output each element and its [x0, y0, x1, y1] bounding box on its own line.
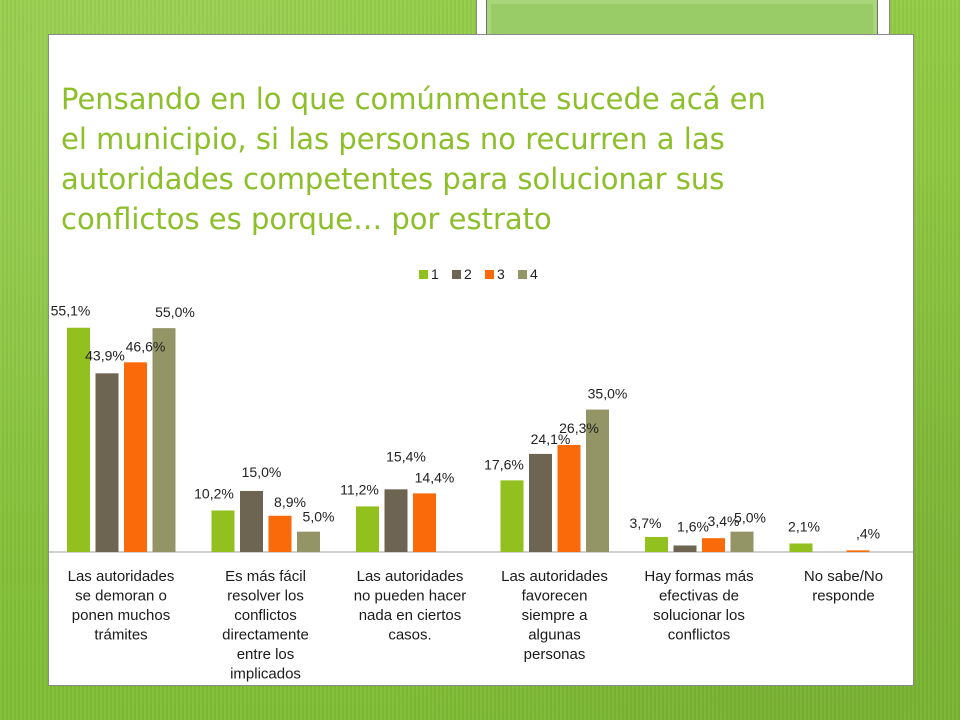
data-label-series-2-cat-4: 24,1% — [531, 431, 571, 447]
slide-title: Pensando en lo que comúnmente sucede acá… — [61, 82, 766, 236]
data-label-series-1-cat-5: 3,7% — [630, 515, 662, 531]
legend-swatch-1 — [419, 270, 428, 279]
category-label-line: Hay formas más — [644, 568, 753, 585]
bar-series-3-cat-5 — [702, 538, 725, 552]
bar-series-3-cat-4 — [557, 444, 581, 552]
legend-label-1: 1 — [431, 266, 439, 282]
bar-series-2-cat-1 — [95, 373, 119, 552]
category-label-line: Es más fácil — [225, 568, 306, 585]
bar-series-1-cat-5 — [645, 536, 668, 552]
category-label-line: no pueden hacer — [354, 588, 467, 605]
data-label-series-3-cat-3: 14,4% — [415, 469, 455, 485]
category-label-line: nada en ciertos — [359, 607, 462, 624]
category-label-line: ponen muchos — [72, 607, 170, 624]
bar-series-2-cat-5 — [673, 545, 697, 552]
bar-series-3-cat-2 — [268, 515, 292, 552]
data-label-series-4-cat-1: 55,0% — [155, 304, 195, 320]
bar-series-1-cat-2 — [211, 510, 235, 552]
legend-label-4: 4 — [530, 266, 538, 282]
data-label-series-3-cat-1: 46,6% — [126, 338, 166, 354]
bar-series-3-cat-1 — [124, 362, 147, 552]
bar-series-4-cat-5 — [730, 531, 754, 552]
bar-series-4-cat-2 — [297, 531, 320, 552]
bar-series-1-cat-4 — [500, 480, 524, 552]
legend-swatch-2 — [452, 270, 461, 279]
category-label-1: Las autoridades se demoran o ponen muchos t… — [68, 568, 175, 644]
data-label-series-1-cat-2: 10,2% — [194, 485, 234, 501]
category-label-line: personas — [524, 646, 586, 663]
bar-chart: 55,1%10,2% 11,2%17,6%3,7% 2,1%43,9%15,0%15… — [49, 266, 913, 683]
bar-series-4-cat-4 — [586, 409, 609, 552]
category-label-line: favorecen — [522, 588, 588, 605]
bar-series-2-cat-2 — [240, 490, 263, 552]
data-label-series-2-cat-3: 15,4% — [386, 448, 426, 464]
bar-series-3-cat-6 — [846, 550, 870, 552]
bar-series-1-cat-1 — [67, 327, 90, 552]
data-label-series-4-cat-2: 5,0% — [303, 509, 335, 525]
category-label-5: Hay formas más efectivas de solucionar los… — [644, 568, 753, 644]
category-label-line: se demoran o — [75, 588, 167, 605]
category-label-line: algunas — [528, 627, 581, 644]
category-label-line: conflictos — [668, 627, 731, 644]
category-label-line: Las autoridades — [68, 568, 175, 585]
data-label-series-3-cat-5: 3,4% — [708, 513, 740, 529]
data-label-series-2-cat-2: 15,0% — [242, 464, 282, 480]
category-label-line: responde — [812, 588, 875, 605]
category-label-line: Las autoridades — [501, 568, 608, 585]
legend-swatch-4 — [518, 270, 527, 279]
category-label-line: No sabe/No — [804, 568, 883, 585]
category-label-line: implicados — [230, 666, 301, 683]
category-label-line: resolver los — [227, 588, 304, 605]
bar-series-2-cat-4 — [529, 453, 552, 552]
data-label-series-1-cat-3: 11,2% — [340, 481, 379, 497]
data-label-series-3-cat-2: 8,9% — [274, 494, 306, 510]
category-label-line: entre los — [237, 646, 295, 663]
bar-series-2-cat-3 — [384, 489, 408, 552]
category-label-2: Es más fácil resolver los conflictos direct… — [222, 568, 309, 683]
data-label-series-4-cat-4: 35,0% — [588, 386, 628, 402]
category-label-line: siempre a — [522, 607, 589, 624]
data-label-series-3-cat-6: ,4% — [856, 525, 880, 541]
slide-panel: Pensando en lo que comúnmente sucede acá… — [48, 34, 914, 686]
category-label-line: directamente — [222, 627, 309, 644]
category-label-line: casos. — [388, 627, 431, 644]
category-label-6: No sabe/No responde — [804, 568, 883, 605]
data-label-series-2-cat-5: 1,6% — [677, 518, 709, 534]
bar-series-1-cat-3 — [356, 506, 379, 552]
bar-series-1-cat-6 — [789, 543, 813, 552]
legend-swatch-3 — [485, 270, 494, 279]
category-label-3: Las autoridades no pueden hacer nada en ci… — [354, 568, 467, 644]
category-label-line: Las autoridades — [357, 568, 464, 585]
category-label-line: efectivas de — [659, 588, 739, 605]
data-label-series-1-cat-6: 2,1% — [788, 518, 820, 534]
data-label-series-3-cat-4: 26,3% — [559, 420, 599, 436]
legend-label-2: 2 — [464, 266, 472, 282]
category-label-4: Las autoridades favorecen siempre a algunas… — [501, 568, 608, 663]
category-label-line: solucionar los — [653, 607, 745, 624]
bar-series-4-cat-1 — [152, 328, 176, 552]
category-label-line: conflictos — [234, 607, 297, 624]
data-label-series-1-cat-4: 17,6% — [484, 456, 524, 472]
data-label-series-2-cat-1: 43,9% — [85, 347, 125, 363]
data-label-series-4-cat-5: 5,0% — [734, 510, 766, 526]
data-label-series-1-cat-1: 55,1% — [51, 303, 91, 319]
category-label-line: trámites — [94, 627, 147, 644]
legend-label-3: 3 — [497, 266, 505, 282]
bar-series-3-cat-3 — [413, 493, 436, 552]
